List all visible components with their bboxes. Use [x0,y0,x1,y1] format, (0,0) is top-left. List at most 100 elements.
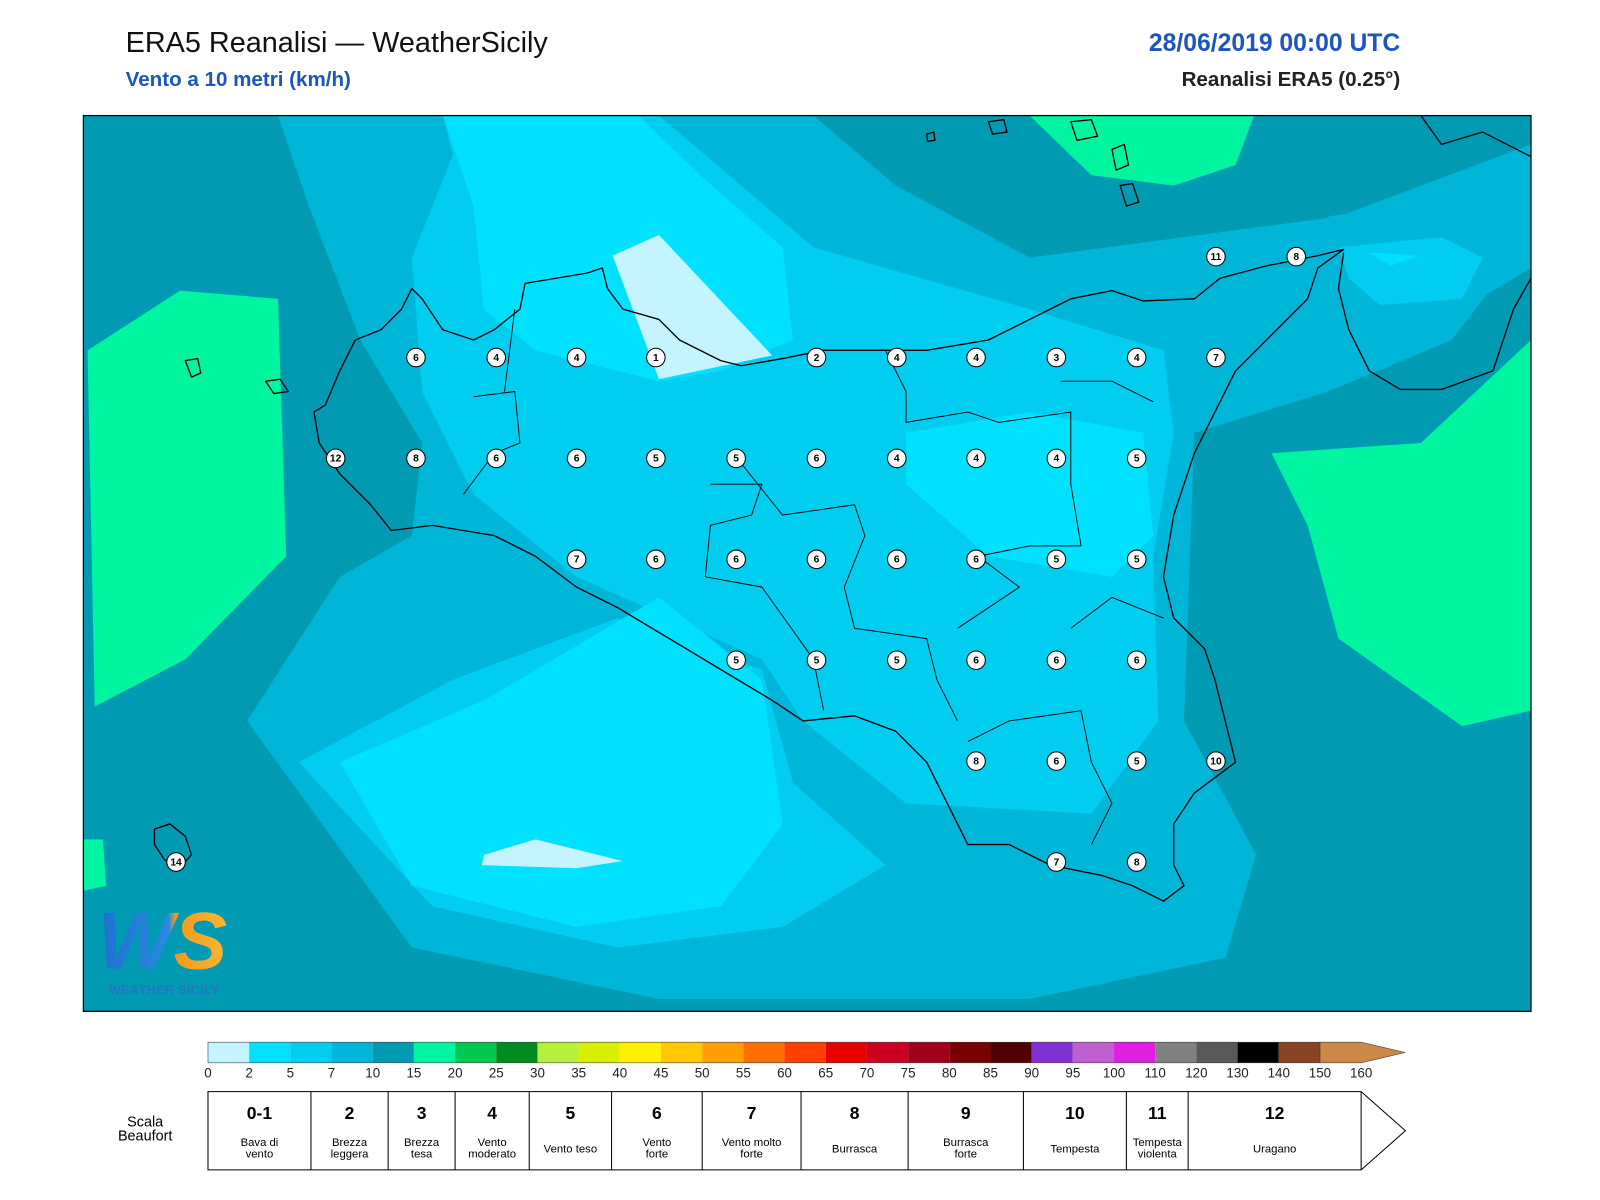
station-value: 3 [1054,353,1060,364]
station-value: 5 [733,454,739,465]
beaufort-description: Vento [478,1137,507,1149]
colorbar-tick-label: 15 [406,1066,421,1081]
color-bin [331,1042,373,1063]
station-marker [1046,347,1067,368]
beaufort-force: 7 [747,1103,757,1123]
station-marker [806,549,827,570]
island [153,119,1140,868]
station-value: 5 [1054,555,1060,566]
colorbar-tick-label: 140 [1268,1066,1290,1081]
colorbar-tick-label: 80 [942,1066,957,1081]
wind-contour [1271,340,1532,727]
color-bin [290,1042,332,1063]
station-value: 6 [1054,655,1060,666]
color-bin [784,1042,826,1063]
station-marker [726,650,746,671]
station-value: 2 [814,353,820,364]
station-value: 4 [973,353,979,364]
colorbar-frame [207,1041,1321,1064]
coastline [313,248,1345,902]
station-marker [806,650,827,671]
station-marker [806,448,827,469]
colorbar-tick-label: 35 [571,1066,586,1081]
station-marker [806,347,827,368]
station-marker [1046,751,1067,771]
station-marker [1126,448,1147,469]
station-value: 14 [170,857,182,868]
station-value: 4 [1134,353,1140,364]
station-value: 7 [1213,353,1219,364]
station-marker [406,448,426,469]
colorbar-tick-label: 0 [204,1066,211,1081]
beaufort-force: 4 [487,1103,497,1123]
color-bin [1155,1042,1197,1063]
station-value: 8 [973,756,979,767]
station-value: 4 [493,353,499,364]
color-bin [455,1042,497,1063]
colorbar-tick-label: 20 [448,1066,463,1081]
station-marker [1126,549,1147,570]
wind-contour [1029,115,1255,186]
colorbar-tick-label: 65 [818,1066,833,1081]
colorbar-tick-label: 7 [328,1066,335,1081]
logo-mark: WS [98,897,227,987]
station-marker [887,347,907,368]
station-value: 6 [493,454,499,465]
color-bin [1319,1041,1406,1064]
station-value: 5 [1134,555,1140,566]
color-bin [702,1042,744,1063]
color-bin [1072,1042,1115,1063]
colorbar-tick-label: 120 [1185,1066,1207,1081]
colorbar-tick-label: 40 [612,1066,627,1081]
beaufort-description: tesa [411,1148,433,1160]
beaufort-force: 12 [1265,1103,1285,1123]
beaufort-description: Vento molto [722,1137,782,1149]
station-value: 6 [1134,655,1140,666]
station-marker [966,347,986,368]
station-marker [1126,852,1147,872]
station-marker [566,549,587,570]
color-bin [496,1042,538,1063]
title: ERA5 Reanalisi — WeatherSicily [126,27,549,59]
beaufort-description: Tempesta [1133,1137,1183,1149]
wind-contour [83,839,107,891]
beaufort-description: violenta [1138,1148,1178,1160]
colorbar-tick-label: 110 [1145,1066,1166,1081]
colorbar-tick-label: 50 [695,1066,710,1081]
station-value: 6 [973,555,979,566]
station-marker [1126,751,1147,771]
station-marker [966,549,986,570]
station-value: 6 [1054,756,1060,767]
map-frame [82,114,1532,1012]
station-value: 6 [574,454,580,465]
station-value: 5 [1134,756,1140,767]
beaufort-description: Brezza [404,1137,440,1149]
datetime: 28/06/2019 00:00 UTC [1149,30,1400,57]
station-value: 6 [814,555,820,566]
station-value: 8 [413,454,419,465]
logo-name: WEATHER SICILY [109,983,220,997]
map [83,115,1532,1012]
source: Reanalisi ERA5 (0.25°) [1182,68,1401,91]
beaufort-force: 11 [1148,1103,1167,1123]
station-marker [1126,650,1147,671]
station-marker [166,852,186,872]
beaufort-description: Bava di [241,1137,279,1149]
station-marker [1046,650,1067,671]
station-marker [966,650,986,671]
beaufort-description: leggera [331,1148,369,1160]
station-value: 10 [1210,756,1222,767]
station-marker [325,448,346,469]
colorbar-tick-label: 25 [489,1066,504,1081]
station-marker [1206,751,1226,771]
station-value: 4 [574,353,580,364]
station-value: 12 [330,454,342,465]
station-marker [646,347,666,368]
colorbar-tick-label: 90 [1024,1066,1039,1081]
station-value: 6 [653,555,659,566]
colorbar-tick-label: 130 [1226,1066,1248,1081]
wind-contour [612,235,773,380]
beaufort-description: Burrasca [832,1143,878,1155]
